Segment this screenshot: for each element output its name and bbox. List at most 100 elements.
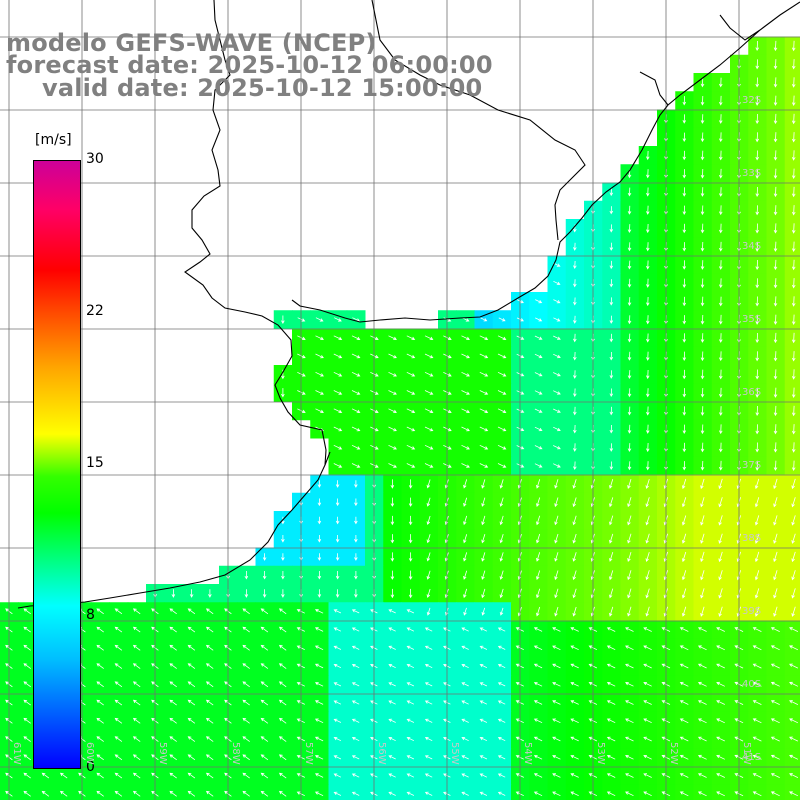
wind-arrow <box>627 461 632 471</box>
wind-arrow <box>260 663 269 669</box>
wind-arrow <box>481 515 486 526</box>
lat-label-32s: 32S <box>742 95 762 106</box>
wind-arrow <box>697 645 707 651</box>
wind-arrow <box>41 790 50 797</box>
lat-label-36s: 36S <box>742 387 762 398</box>
wind-arrow <box>682 461 687 471</box>
wind-arrow <box>682 132 687 143</box>
wind-arrow <box>114 644 123 651</box>
wind-arrow <box>700 205 705 216</box>
wind-arrow <box>333 627 342 632</box>
wind-arrow <box>646 388 650 398</box>
wind-arrow <box>681 497 687 508</box>
wind-arrow <box>752 645 762 651</box>
wind-arrow <box>351 773 360 778</box>
wind-arrow <box>314 736 324 742</box>
wind-arrow <box>625 736 634 742</box>
wind-arrow <box>59 772 68 779</box>
wind-arrow <box>627 406 632 416</box>
lat-label-37s: 37S <box>742 460 762 471</box>
wind-vectors <box>5 40 799 797</box>
wind-arrow <box>406 335 416 340</box>
wind-arrow <box>278 790 287 797</box>
wind-arrow <box>553 317 561 322</box>
wind-arrow <box>351 444 361 450</box>
wind-arrow <box>333 444 343 450</box>
wind-cell <box>784 419 800 439</box>
wind-arrow <box>646 169 650 179</box>
wind-arrow <box>497 791 506 796</box>
wind-arrow <box>536 588 541 599</box>
wind-arrow <box>681 551 687 563</box>
wind-arrow <box>408 552 413 562</box>
wind-arrow <box>718 351 723 362</box>
wind-arrow <box>770 627 780 632</box>
wind-arrow <box>333 408 343 413</box>
wind-cell <box>200 784 220 800</box>
wind-arrow <box>242 790 250 797</box>
wind-arrow <box>754 497 760 508</box>
wind-arrow <box>682 424 687 435</box>
wind-arrow <box>317 498 322 507</box>
wind-arrow <box>773 259 778 271</box>
wind-arrow <box>205 663 214 669</box>
wind-arrow <box>554 497 559 508</box>
wind-arrow <box>700 551 705 563</box>
wind-arrow <box>497 737 506 742</box>
wind-arrow <box>497 426 507 432</box>
wind-arrow <box>351 353 361 359</box>
wind-arrow <box>408 515 413 526</box>
wind-cell <box>127 784 147 800</box>
wind-arrow <box>278 754 287 761</box>
wind-arrow <box>700 351 705 362</box>
wind-arrow <box>479 444 489 450</box>
wind-arrow <box>242 644 250 651</box>
wind-arrow <box>406 791 415 796</box>
wind-arrow <box>718 588 723 599</box>
wind-arrow <box>716 645 725 651</box>
wind-arrow <box>700 442 705 453</box>
wind-arrow <box>609 606 614 617</box>
wind-arrow <box>408 497 413 507</box>
wind-arrow <box>497 627 506 632</box>
wind-arrow <box>390 479 395 489</box>
wind-arrow <box>205 717 214 724</box>
wind-arrow <box>552 663 561 669</box>
wind-arrow <box>770 663 780 669</box>
wind-arrow <box>700 77 705 88</box>
wind-arrow <box>169 736 177 742</box>
wind-cell <box>784 584 800 603</box>
wind-arrow <box>570 773 579 778</box>
wind-cell <box>784 547 800 567</box>
wind-cell <box>784 492 800 512</box>
wind-arrow <box>755 205 760 216</box>
wind-arrow <box>23 681 31 688</box>
wind-arrow <box>718 515 723 526</box>
wind-arrow <box>773 168 778 179</box>
wind-arrow <box>773 40 778 52</box>
wind-arrow <box>700 588 705 599</box>
wind-arrow <box>479 718 488 723</box>
wind-arrow <box>169 772 177 779</box>
wind-arrow <box>755 132 760 143</box>
wind-arrow <box>169 663 177 669</box>
wind-arrow <box>169 699 177 706</box>
wind-arrow <box>335 553 340 561</box>
wind-arrow <box>718 387 723 398</box>
wind-arrow <box>791 424 796 435</box>
wind-cell <box>784 164 800 183</box>
wind-arrow <box>682 96 687 106</box>
wind-arrow <box>187 663 196 669</box>
wind-arrow <box>682 315 687 325</box>
wind-arrow <box>388 700 396 705</box>
wind-arrow <box>461 426 470 432</box>
wind-arrow <box>700 150 705 161</box>
wind-arrow <box>351 682 360 687</box>
wind-arrow <box>114 772 123 779</box>
wind-arrow <box>351 664 360 669</box>
wind-arrow <box>351 645 360 650</box>
wind-arrow <box>679 773 689 778</box>
wind-arrow <box>533 718 543 724</box>
wind-arrow <box>646 296 650 307</box>
